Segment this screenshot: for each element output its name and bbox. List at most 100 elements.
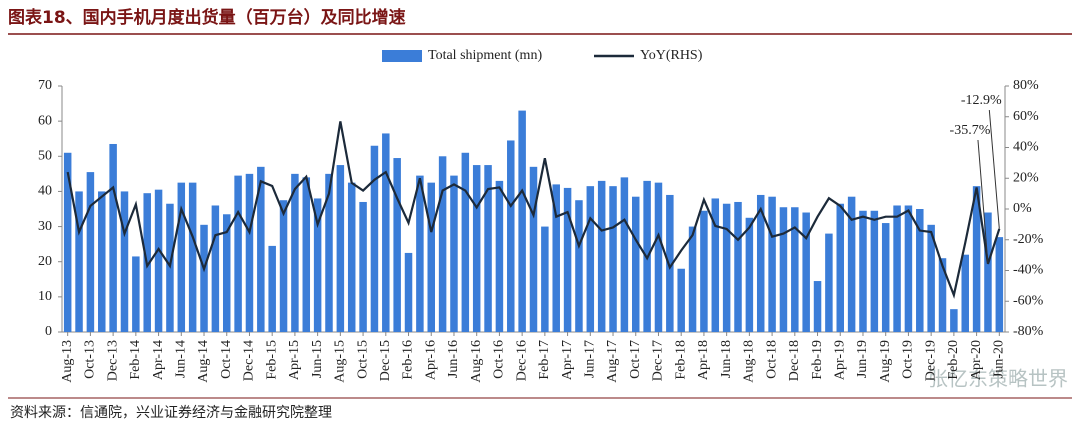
bar <box>597 180 606 332</box>
y-tick-label: 50 <box>38 149 52 164</box>
bar <box>109 143 117 332</box>
x-tick-label: Dec-15 <box>378 340 393 381</box>
x-tick-label: Apr-18 <box>696 340 711 380</box>
x-tick-label: Aug-14 <box>196 340 211 383</box>
bar <box>552 184 560 332</box>
x-tick-label: Oct-16 <box>492 340 507 379</box>
bar <box>188 182 197 332</box>
y2-tick-label: 20% <box>1013 170 1039 185</box>
bar <box>745 217 754 332</box>
y-tick-label: 0 <box>45 324 52 339</box>
x-tick-label: Dec-16 <box>514 340 529 381</box>
bar <box>427 182 435 332</box>
x-tick-label: Oct-14 <box>219 340 234 379</box>
bar <box>677 268 685 332</box>
bar <box>700 210 708 332</box>
bar <box>325 173 333 332</box>
bar <box>870 210 879 332</box>
bar <box>711 198 720 332</box>
bar <box>825 233 833 332</box>
bar <box>813 281 822 332</box>
bar <box>234 175 242 332</box>
x-tick-label: Jun-16 <box>446 340 461 378</box>
bar <box>200 224 208 332</box>
x-tick-label: Jun-14 <box>174 340 189 378</box>
x-tick-label: Dec-13 <box>105 340 120 381</box>
y-tick-label: 70 <box>38 78 52 93</box>
x-tick-label: Dec-17 <box>651 340 666 381</box>
x-tick-label: Aug-17 <box>605 340 620 383</box>
x-tick-label: Apr-17 <box>560 340 575 380</box>
bar <box>529 166 538 332</box>
bar <box>722 203 731 332</box>
bar <box>279 200 288 332</box>
bar <box>120 191 129 332</box>
bar <box>586 186 595 332</box>
legend-label: YoY(RHS) <box>640 48 703 63</box>
bar <box>927 224 935 332</box>
bar <box>211 205 220 332</box>
x-tick-label: Apr-20 <box>969 340 984 380</box>
bar <box>802 212 810 332</box>
bar <box>416 175 424 332</box>
x-tick-label: Aug-15 <box>333 340 348 383</box>
bar <box>632 196 640 332</box>
bar <box>461 152 470 332</box>
x-tick-label: Feb-16 <box>401 340 416 380</box>
bar <box>347 182 356 332</box>
bar <box>938 258 947 332</box>
x-tick-label: Feb-19 <box>810 340 825 380</box>
y2-tick-label: 60% <box>1013 109 1039 124</box>
bar <box>859 210 867 332</box>
bar <box>904 205 913 332</box>
bar <box>313 198 322 332</box>
x-tick-label: Apr-16 <box>423 340 438 380</box>
bar <box>177 182 186 332</box>
bar <box>302 177 311 332</box>
bar <box>984 212 992 332</box>
bar <box>495 180 504 332</box>
x-tick-label: Feb-15 <box>264 340 279 380</box>
x-tick-label: Apr-14 <box>151 340 166 380</box>
bar <box>768 196 776 332</box>
bar <box>836 203 845 332</box>
bar <box>132 256 140 332</box>
x-tick-label: Feb-14 <box>128 340 143 380</box>
leader-line <box>977 139 989 264</box>
bar <box>575 200 583 332</box>
bar <box>257 166 265 332</box>
bar <box>881 223 890 332</box>
x-tick-label: Apr-15 <box>287 340 302 380</box>
x-tick-label: Oct-19 <box>901 340 916 379</box>
x-tick-label: Dec-19 <box>923 340 938 381</box>
y-tick-label: 20 <box>38 254 52 269</box>
bar <box>666 194 674 332</box>
x-tick-label: Aug-13 <box>60 340 75 383</box>
bar <box>972 186 981 332</box>
bar <box>484 165 492 332</box>
data-label: -35.7% <box>950 123 991 138</box>
x-tick-label: Feb-18 <box>673 340 688 380</box>
x-tick-label: Oct-18 <box>764 340 779 379</box>
bar <box>222 214 231 332</box>
bar <box>779 207 788 332</box>
bar <box>620 177 629 332</box>
bar <box>791 207 799 332</box>
bar <box>154 189 163 332</box>
x-tick-label: Jun-18 <box>719 340 734 378</box>
bar <box>688 226 697 332</box>
bar <box>336 165 345 332</box>
y-tick-label: 10 <box>38 289 52 304</box>
x-tick-label: Oct-17 <box>628 340 643 379</box>
bar <box>893 205 901 332</box>
bar <box>245 173 254 332</box>
x-tick-label: Jun-17 <box>583 340 598 378</box>
watermark: 张忆东策略世界 <box>928 367 1068 391</box>
x-tick-label: Feb-17 <box>537 340 552 380</box>
y2-tick-label: 0% <box>1013 201 1032 216</box>
x-tick-label: Apr-19 <box>832 340 847 380</box>
x-tick-label: Aug-16 <box>469 340 484 383</box>
bar <box>75 191 83 332</box>
x-tick-label: Dec-14 <box>242 340 257 381</box>
